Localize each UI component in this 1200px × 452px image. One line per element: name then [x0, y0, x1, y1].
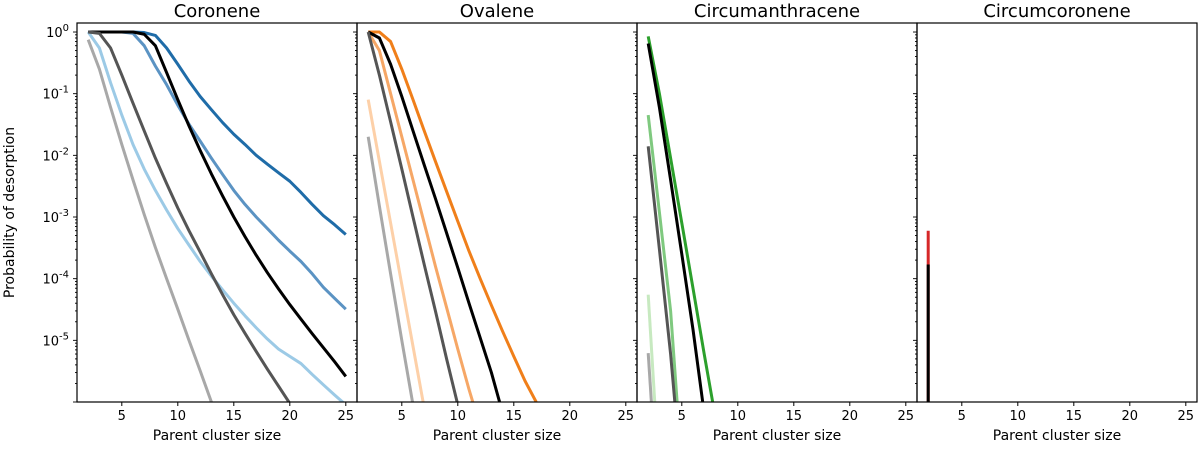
x-tick-label: 10 [730, 409, 747, 424]
x-tick-label: 25 [1178, 409, 1195, 424]
series-line-0 [368, 30, 538, 402]
axes-frame [356, 22, 638, 403]
x-axis-label: Parent cluster size [153, 428, 281, 444]
series-line-0 [646, 36, 715, 402]
x-tick-label: 10 [450, 409, 467, 424]
x-tick-label: 25 [898, 409, 915, 424]
x-tick-label: 25 [618, 409, 635, 424]
series-line-5 [366, 136, 415, 402]
x-tick-label: 15 [786, 409, 803, 424]
series-group [86, 30, 347, 402]
series-line-1 [646, 114, 679, 402]
series-line-1 [366, 31, 475, 402]
x-axis-label: Parent cluster size [433, 428, 561, 444]
series-line-3 [88, 30, 347, 378]
panel-2: Circumanthracene 5 10 15 20 25 Parent cluster … [633, 1, 918, 444]
y-tick-label: 10-5 [42, 331, 69, 349]
panel-3: Circumcoronene 5 10 15 20 25 Parent cluster si… [913, 1, 1198, 444]
series-line-5 [646, 353, 653, 402]
x-tick-label: 10 [1010, 409, 1027, 424]
x-tick-label: 20 [842, 409, 859, 424]
y-tick-label: 100 [46, 23, 69, 41]
series-line-4 [366, 31, 459, 402]
y-tick-label: 10-4 [42, 270, 69, 288]
series-line-5 [86, 39, 213, 402]
series-line-2 [646, 294, 657, 402]
y-axis-label: Probability of desorption [2, 127, 18, 298]
x-tick-label: 15 [506, 409, 523, 424]
series-group [366, 30, 538, 402]
panel-title: Circumanthracene [694, 1, 860, 22]
x-tick-label: 20 [562, 409, 579, 424]
x-tick-label: 5 [678, 409, 686, 424]
panel-title: Circumcoronene [983, 1, 1130, 22]
y-tick-label: 10-1 [42, 85, 69, 103]
x-tick-label: 5 [118, 409, 126, 424]
panel-title: Coronene [174, 1, 261, 22]
series-line-4 [88, 30, 291, 402]
series-line-0 [88, 30, 347, 236]
series-line-3 [367, 30, 502, 402]
y-tick-label: 10-2 [42, 146, 69, 164]
x-tick-label: 20 [1122, 409, 1139, 424]
series-line-4 [646, 146, 677, 402]
x-tick-label: 10 [170, 409, 187, 424]
x-tick-label: 15 [226, 409, 243, 424]
x-tick-label: 15 [1066, 409, 1083, 424]
series-line-3 [646, 43, 705, 402]
x-axis-label: Parent cluster size [993, 428, 1121, 444]
panel-0: Coronene 5 10 15 20 25 Parent cluster size 100 1… [2, 1, 358, 444]
x-axis-label: Parent cluster size [713, 428, 841, 444]
x-tick-label: 5 [958, 409, 966, 424]
series-group [646, 36, 715, 402]
panel-title: Ovalene [460, 1, 534, 22]
axes-frame [76, 22, 358, 403]
x-tick-label: 25 [338, 409, 355, 424]
series-line-2 [366, 99, 425, 402]
x-tick-label: 5 [398, 409, 406, 424]
axes-frame [916, 22, 1198, 403]
panel-1: Ovalene 5 10 15 20 25 Parent cluster size [353, 1, 638, 444]
x-tick-label: 20 [282, 409, 299, 424]
series-line-1 [88, 30, 347, 311]
y-tick-label: 10-3 [42, 208, 69, 226]
